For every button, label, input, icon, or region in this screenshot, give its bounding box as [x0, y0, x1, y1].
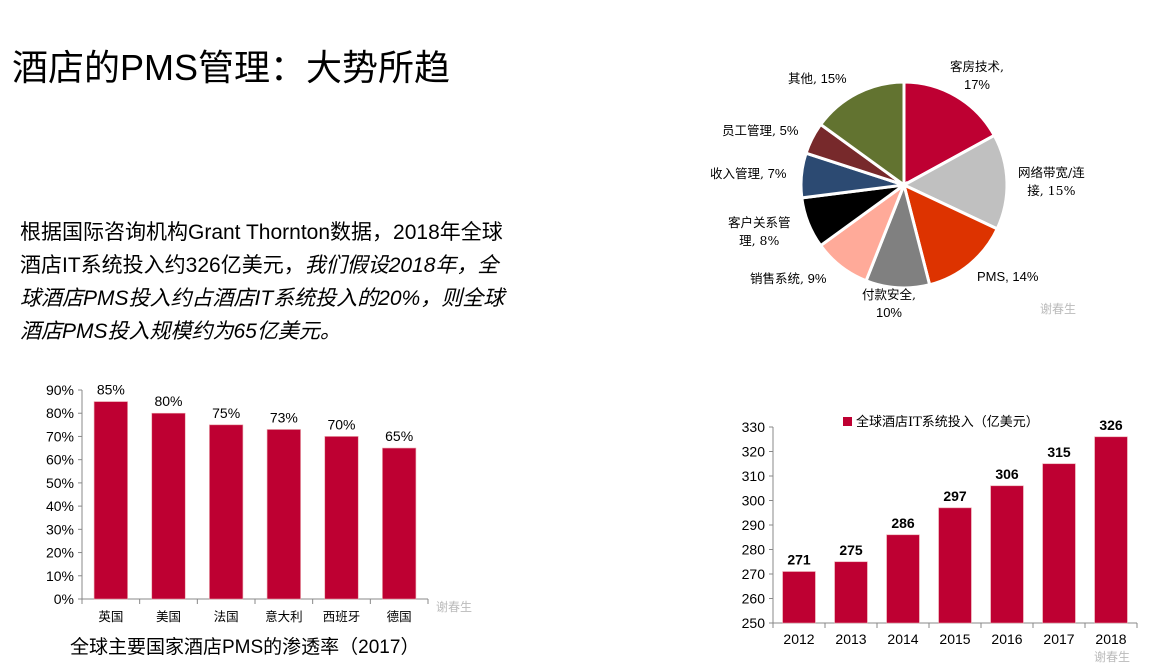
y-tick-label: 300	[742, 493, 766, 509]
bar	[782, 571, 816, 624]
x-tick-label: 美国	[156, 609, 181, 624]
data-label: 80%	[154, 393, 182, 409]
data-label: 275	[839, 542, 863, 558]
data-label: 73%	[270, 409, 298, 425]
paragraph-italic-text: 球酒店PMS投入约占酒店IT系统投入的20%，则全球	[20, 287, 505, 310]
y-tick-label: 30%	[46, 521, 74, 537]
legend-swatch	[843, 417, 852, 426]
data-label: 271	[787, 552, 811, 568]
x-tick-label: 德国	[387, 609, 412, 624]
chart-caption: 全球主要国家酒店PMS的渗透率（2017）	[70, 637, 420, 658]
page-title: 酒店的PMS管理：大势所趋	[12, 47, 451, 88]
data-label: 326	[1099, 417, 1123, 433]
bar	[886, 534, 920, 624]
legend-label: 全球酒店IT系统投入（亿美元）	[856, 414, 1039, 430]
y-tick-label: 70%	[46, 428, 74, 444]
y-tick-label: 250	[742, 615, 766, 631]
y-tick-label: 320	[742, 444, 766, 460]
x-tick-label: 意大利	[265, 609, 303, 624]
x-tick-label: 西班牙	[323, 609, 361, 624]
paragraph-line: 酒店IT系统投入约326亿美元，我们假设2018年，全	[20, 249, 600, 282]
y-tick-label: 330	[742, 419, 766, 435]
y-tick-label: 310	[742, 468, 766, 484]
y-tick-label: 290	[742, 517, 766, 533]
pie-slice	[902, 80, 997, 188]
watermark: 谢春生	[1094, 650, 1131, 664]
pie-label: PMS, 14%	[977, 269, 1039, 284]
y-tick-label: 280	[742, 542, 766, 558]
x-tick-label: 2017	[1043, 631, 1074, 647]
y-tick-label: 40%	[46, 498, 74, 514]
y-tick-label: 270	[742, 566, 766, 582]
data-label: 75%	[212, 405, 240, 421]
y-tick-label: 260	[742, 591, 766, 607]
bar	[1042, 463, 1076, 624]
y-tick-label: 60%	[46, 452, 74, 468]
data-label: 315	[1047, 444, 1071, 460]
x-tick-label: 2012	[783, 631, 814, 647]
watermark: 谢春生	[436, 600, 473, 614]
watermark: 谢春生	[1040, 302, 1077, 316]
y-tick-label: 90%	[46, 382, 74, 398]
bar	[93, 401, 128, 600]
data-label: 306	[995, 466, 1019, 482]
pie-label: 其他, 15%	[788, 71, 847, 86]
data-label: 85%	[97, 382, 125, 398]
bar	[1094, 436, 1128, 624]
bar	[209, 424, 244, 600]
x-tick-label: 英国	[98, 609, 123, 624]
x-tick-label: 法国	[214, 609, 239, 624]
y-tick-label: 0%	[54, 591, 74, 607]
pie-label: 销售系统, 9%	[750, 271, 827, 286]
pie-label: 网络带宽/连 接, 15%	[1018, 165, 1085, 198]
x-tick-label: 2014	[887, 631, 918, 647]
pie-slice	[818, 80, 906, 188]
paragraph-text: 酒店IT系统投入约326亿美元，	[20, 254, 305, 277]
bar	[834, 561, 868, 624]
y-tick-label: 20%	[46, 545, 74, 561]
bar	[382, 447, 417, 600]
pie-label: 收入管理, 7%	[710, 166, 787, 181]
paragraph-italic-text: 我们假设2018年，全	[304, 254, 499, 277]
paragraph-line: 球酒店PMS投入约占酒店IT系统投入的20%，则全球	[20, 282, 600, 315]
pie-label: 客房技术, 17%	[950, 59, 1004, 92]
bar	[151, 412, 186, 600]
pie-label: 付款安全, 10%	[862, 287, 916, 320]
paragraph-line: 酒店PMS投入规模约为65亿美元。	[20, 315, 600, 348]
pie-slice	[900, 133, 1009, 231]
data-label: 286	[891, 515, 915, 531]
data-label: 65%	[385, 428, 413, 444]
paragraph-line: 根据国际咨询机构Grant Thornton数据，2018年全球	[20, 221, 503, 244]
bar	[266, 429, 301, 600]
pie-slice	[901, 182, 1000, 287]
bar	[324, 436, 359, 600]
bar	[938, 507, 972, 624]
y-tick-label: 50%	[46, 475, 74, 491]
bar	[990, 485, 1024, 624]
x-tick-label: 2018	[1095, 631, 1126, 647]
paragraph-italic-text: 酒店PMS投入规模约为65亿美元。	[20, 320, 341, 343]
data-label: 297	[943, 488, 967, 504]
pie-label: 员工管理, 5%	[722, 123, 799, 138]
y-tick-label: 80%	[46, 405, 74, 421]
y-tick-label: 10%	[46, 568, 74, 584]
x-tick-label: 2013	[835, 631, 866, 647]
data-label: 70%	[327, 416, 355, 432]
pie-label: 客户关系管 理, 8%	[728, 215, 791, 248]
x-tick-label: 2016	[991, 631, 1022, 647]
summary-paragraph: 根据国际咨询机构Grant Thornton数据，2018年全球 酒店IT系统投…	[20, 216, 600, 348]
x-tick-label: 2015	[939, 631, 970, 647]
